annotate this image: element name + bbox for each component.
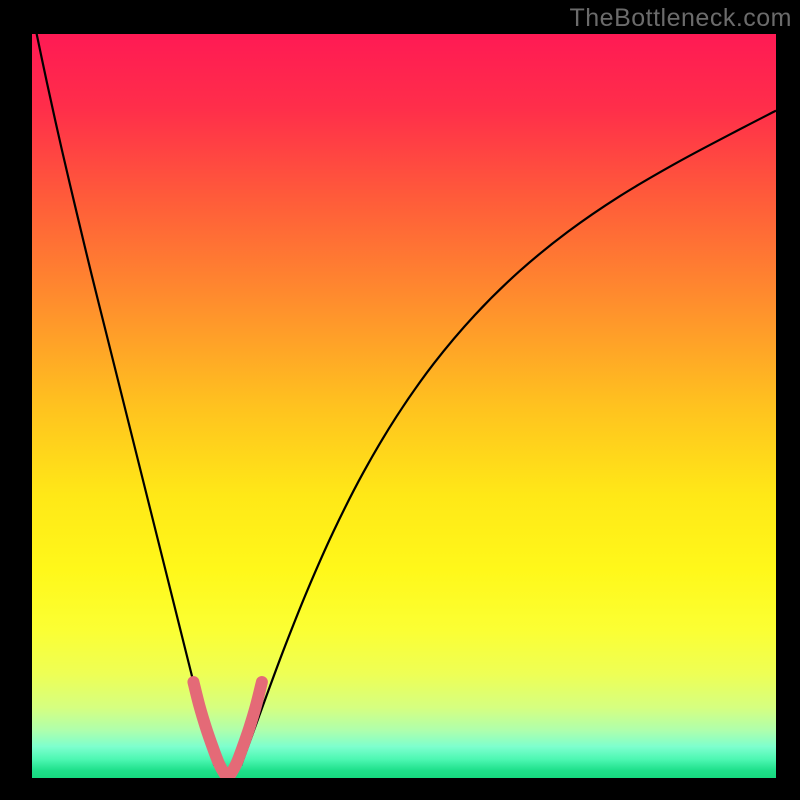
curve-minimum-accent: [193, 682, 261, 776]
curve-layer: [32, 34, 776, 778]
watermark-text: TheBottleneck.com: [570, 4, 793, 33]
curve-right-branch: [241, 111, 776, 766]
plot-area: [32, 34, 776, 778]
curve-left-branch: [32, 34, 214, 765]
